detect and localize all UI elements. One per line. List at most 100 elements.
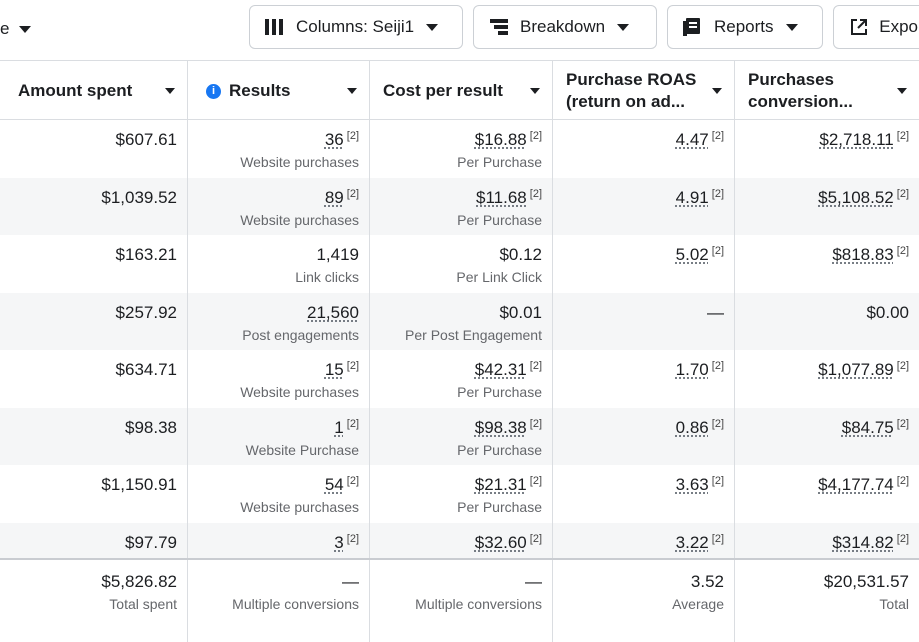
- cell-results: 36 [2] Website purchases: [188, 120, 370, 178]
- cell-value[interactable]: $4,177.74: [818, 475, 894, 494]
- cell-value[interactable]: 0.86: [675, 417, 709, 437]
- cell-conv: $5,108.52 [2]: [735, 178, 919, 236]
- cell-value[interactable]: $314.82: [832, 532, 894, 552]
- cell-value[interactable]: 1: [334, 417, 344, 437]
- header-purchases-conversion[interactable]: Purchases conversion...: [735, 61, 919, 120]
- cell-value[interactable]: 4.91: [675, 187, 709, 207]
- reference-marker: [2]: [711, 130, 724, 142]
- cell-value[interactable]: 1.70: [675, 360, 709, 379]
- cell-value[interactable]: 89: [324, 187, 344, 207]
- cell-value[interactable]: 5.02: [675, 245, 709, 264]
- cell-value[interactable]: $818.83: [832, 245, 894, 264]
- cell-cpr: $0.01 Per Post Engagement: [370, 292, 553, 350]
- chevron-down-icon: [785, 23, 798, 31]
- sort-caret-icon[interactable]: [347, 88, 357, 94]
- cell-value[interactable]: 15: [324, 360, 344, 379]
- cell-subtext: Per Purchase: [457, 384, 542, 400]
- reference-marker: [2]: [896, 532, 909, 545]
- columns-label: Columns: Seiji1: [296, 17, 415, 36]
- table-row[interactable]: $257.92 21,560 Post engagements $0.01 Per Po…: [0, 292, 919, 350]
- cell-cpr: $21.31 [2] Per Purchase: [370, 465, 553, 523]
- table-row[interactable]: $1,150.91 54 [2] Website purchases $21.31 [2]…: [0, 465, 919, 523]
- cell-value[interactable]: $98.38: [474, 417, 527, 437]
- reference-marker: [2]: [529, 475, 542, 487]
- columns-button[interactable]: Columns: Seiji1: [249, 5, 463, 49]
- reference-marker: [2]: [346, 360, 359, 372]
- total-results-cell: — Multiple conversions: [188, 560, 370, 642]
- cell-value[interactable]: 3.63: [675, 475, 709, 494]
- table-row[interactable]: $607.61 36 [2] Website purchases $16.88 [2] Pe…: [0, 120, 919, 178]
- reference-marker: [2]: [896, 130, 909, 142]
- table-row[interactable]: $634.71 15 [2] Website purchases $42.31 [2] Pe…: [0, 350, 919, 408]
- total-cpr-cell: — Multiple conversions: [370, 560, 553, 642]
- reference-marker: [2]: [896, 360, 909, 372]
- cell-subtext: Link clicks: [295, 269, 359, 285]
- cell-value[interactable]: 54: [324, 475, 344, 494]
- cell-value: $163.21: [115, 245, 177, 264]
- cell-value[interactable]: $42.31: [474, 360, 527, 379]
- cell-value[interactable]: 36: [324, 130, 344, 149]
- cell-subtext: Website purchases: [240, 499, 359, 515]
- reports-button[interactable]: Reports: [667, 5, 823, 49]
- cell-spent: $1,150.91: [0, 465, 188, 523]
- breakdown-label: Breakdown: [520, 17, 606, 36]
- cell-value[interactable]: 3: [334, 532, 344, 552]
- cell-value[interactable]: $21.31: [474, 475, 527, 494]
- totals-row: $5,826.82 Total spent — Multiple convers…: [0, 558, 919, 642]
- header-amount-spent[interactable]: Amount spent: [0, 61, 188, 120]
- cell-results: 3 [2]: [188, 522, 370, 580]
- reference-marker: [2]: [896, 417, 909, 430]
- cell-results: 1,419 Link clicks: [188, 235, 370, 293]
- export-button[interactable]: Expo: [833, 5, 919, 49]
- table-row[interactable]: $98.38 1 [2] Website Purchase $98.38 [2] Per P…: [0, 407, 919, 465]
- cell-subtext: Per Purchase: [457, 211, 542, 228]
- cell-value: $0.01: [499, 302, 542, 322]
- truncated-dropdown[interactable]: e: [0, 8, 32, 50]
- cell-value[interactable]: $16.88: [474, 130, 527, 149]
- cell-value[interactable]: $5,108.52: [818, 187, 894, 207]
- cell-conv: $4,177.74 [2]: [735, 465, 919, 523]
- cell-subtext: Post engagements: [242, 326, 359, 343]
- sort-caret-icon[interactable]: [165, 88, 175, 94]
- chevron-down-icon: [426, 23, 439, 31]
- header-purchase-roas[interactable]: Purchase ROAS (return on ad...: [553, 61, 735, 120]
- cell-spent: $634.71: [0, 350, 188, 408]
- header-results[interactable]: i Results: [188, 61, 370, 120]
- cell-subtext: Website purchases: [240, 384, 359, 400]
- cell-value[interactable]: $32.60: [474, 532, 527, 552]
- table-row[interactable]: $163.21 1,419 Link clicks $0.12 Per Link Cli…: [0, 235, 919, 293]
- cell-spent: $97.79: [0, 522, 188, 580]
- cell-conv: $2,718.11 [2]: [735, 120, 919, 178]
- reference-marker: [2]: [711, 417, 724, 430]
- reference-marker: [2]: [346, 130, 359, 142]
- reference-marker: [2]: [711, 360, 724, 372]
- cell-value[interactable]: $1,077.89: [818, 360, 894, 379]
- cell-cpr: $32.60 [2]: [370, 522, 553, 580]
- sort-caret-icon[interactable]: [712, 88, 722, 94]
- sort-caret-icon[interactable]: [530, 88, 540, 94]
- breakdown-icon: [488, 16, 510, 38]
- cell-value[interactable]: $84.75: [841, 417, 894, 437]
- table-row[interactable]: $1,039.52 89 [2] Website purchases $11.68 [2]…: [0, 177, 919, 236]
- results-table: Amount spent i Results Cost per result Pu…: [0, 60, 919, 642]
- cell-value[interactable]: 21,560: [307, 302, 359, 322]
- sort-caret-icon[interactable]: [897, 88, 907, 94]
- cell-subtext: Per Link Click: [456, 269, 542, 285]
- cell-value[interactable]: $11.68: [476, 187, 527, 207]
- cell-value[interactable]: $2,718.11: [819, 130, 894, 149]
- breakdown-button[interactable]: Breakdown: [473, 5, 657, 49]
- cell-value[interactable]: 4.47: [675, 130, 709, 149]
- cell-roas: 1.70 [2]: [553, 350, 735, 408]
- cell-conv: $818.83 [2]: [735, 235, 919, 293]
- cell-value[interactable]: 3.22: [675, 532, 709, 552]
- header-cost-per-result[interactable]: Cost per result: [370, 61, 553, 120]
- reports-label: Reports: [714, 17, 774, 36]
- info-icon[interactable]: i: [206, 84, 221, 99]
- reference-marker: [2]: [711, 532, 724, 545]
- reference-marker: [2]: [711, 187, 724, 200]
- cell-roas: 0.86 [2]: [553, 407, 735, 465]
- cell-value: $607.61: [115, 130, 177, 149]
- cell-subtext: Website purchases: [240, 154, 359, 170]
- cell-roas: 3.63 [2]: [553, 465, 735, 523]
- truncated-dropdown-label: e: [0, 19, 10, 38]
